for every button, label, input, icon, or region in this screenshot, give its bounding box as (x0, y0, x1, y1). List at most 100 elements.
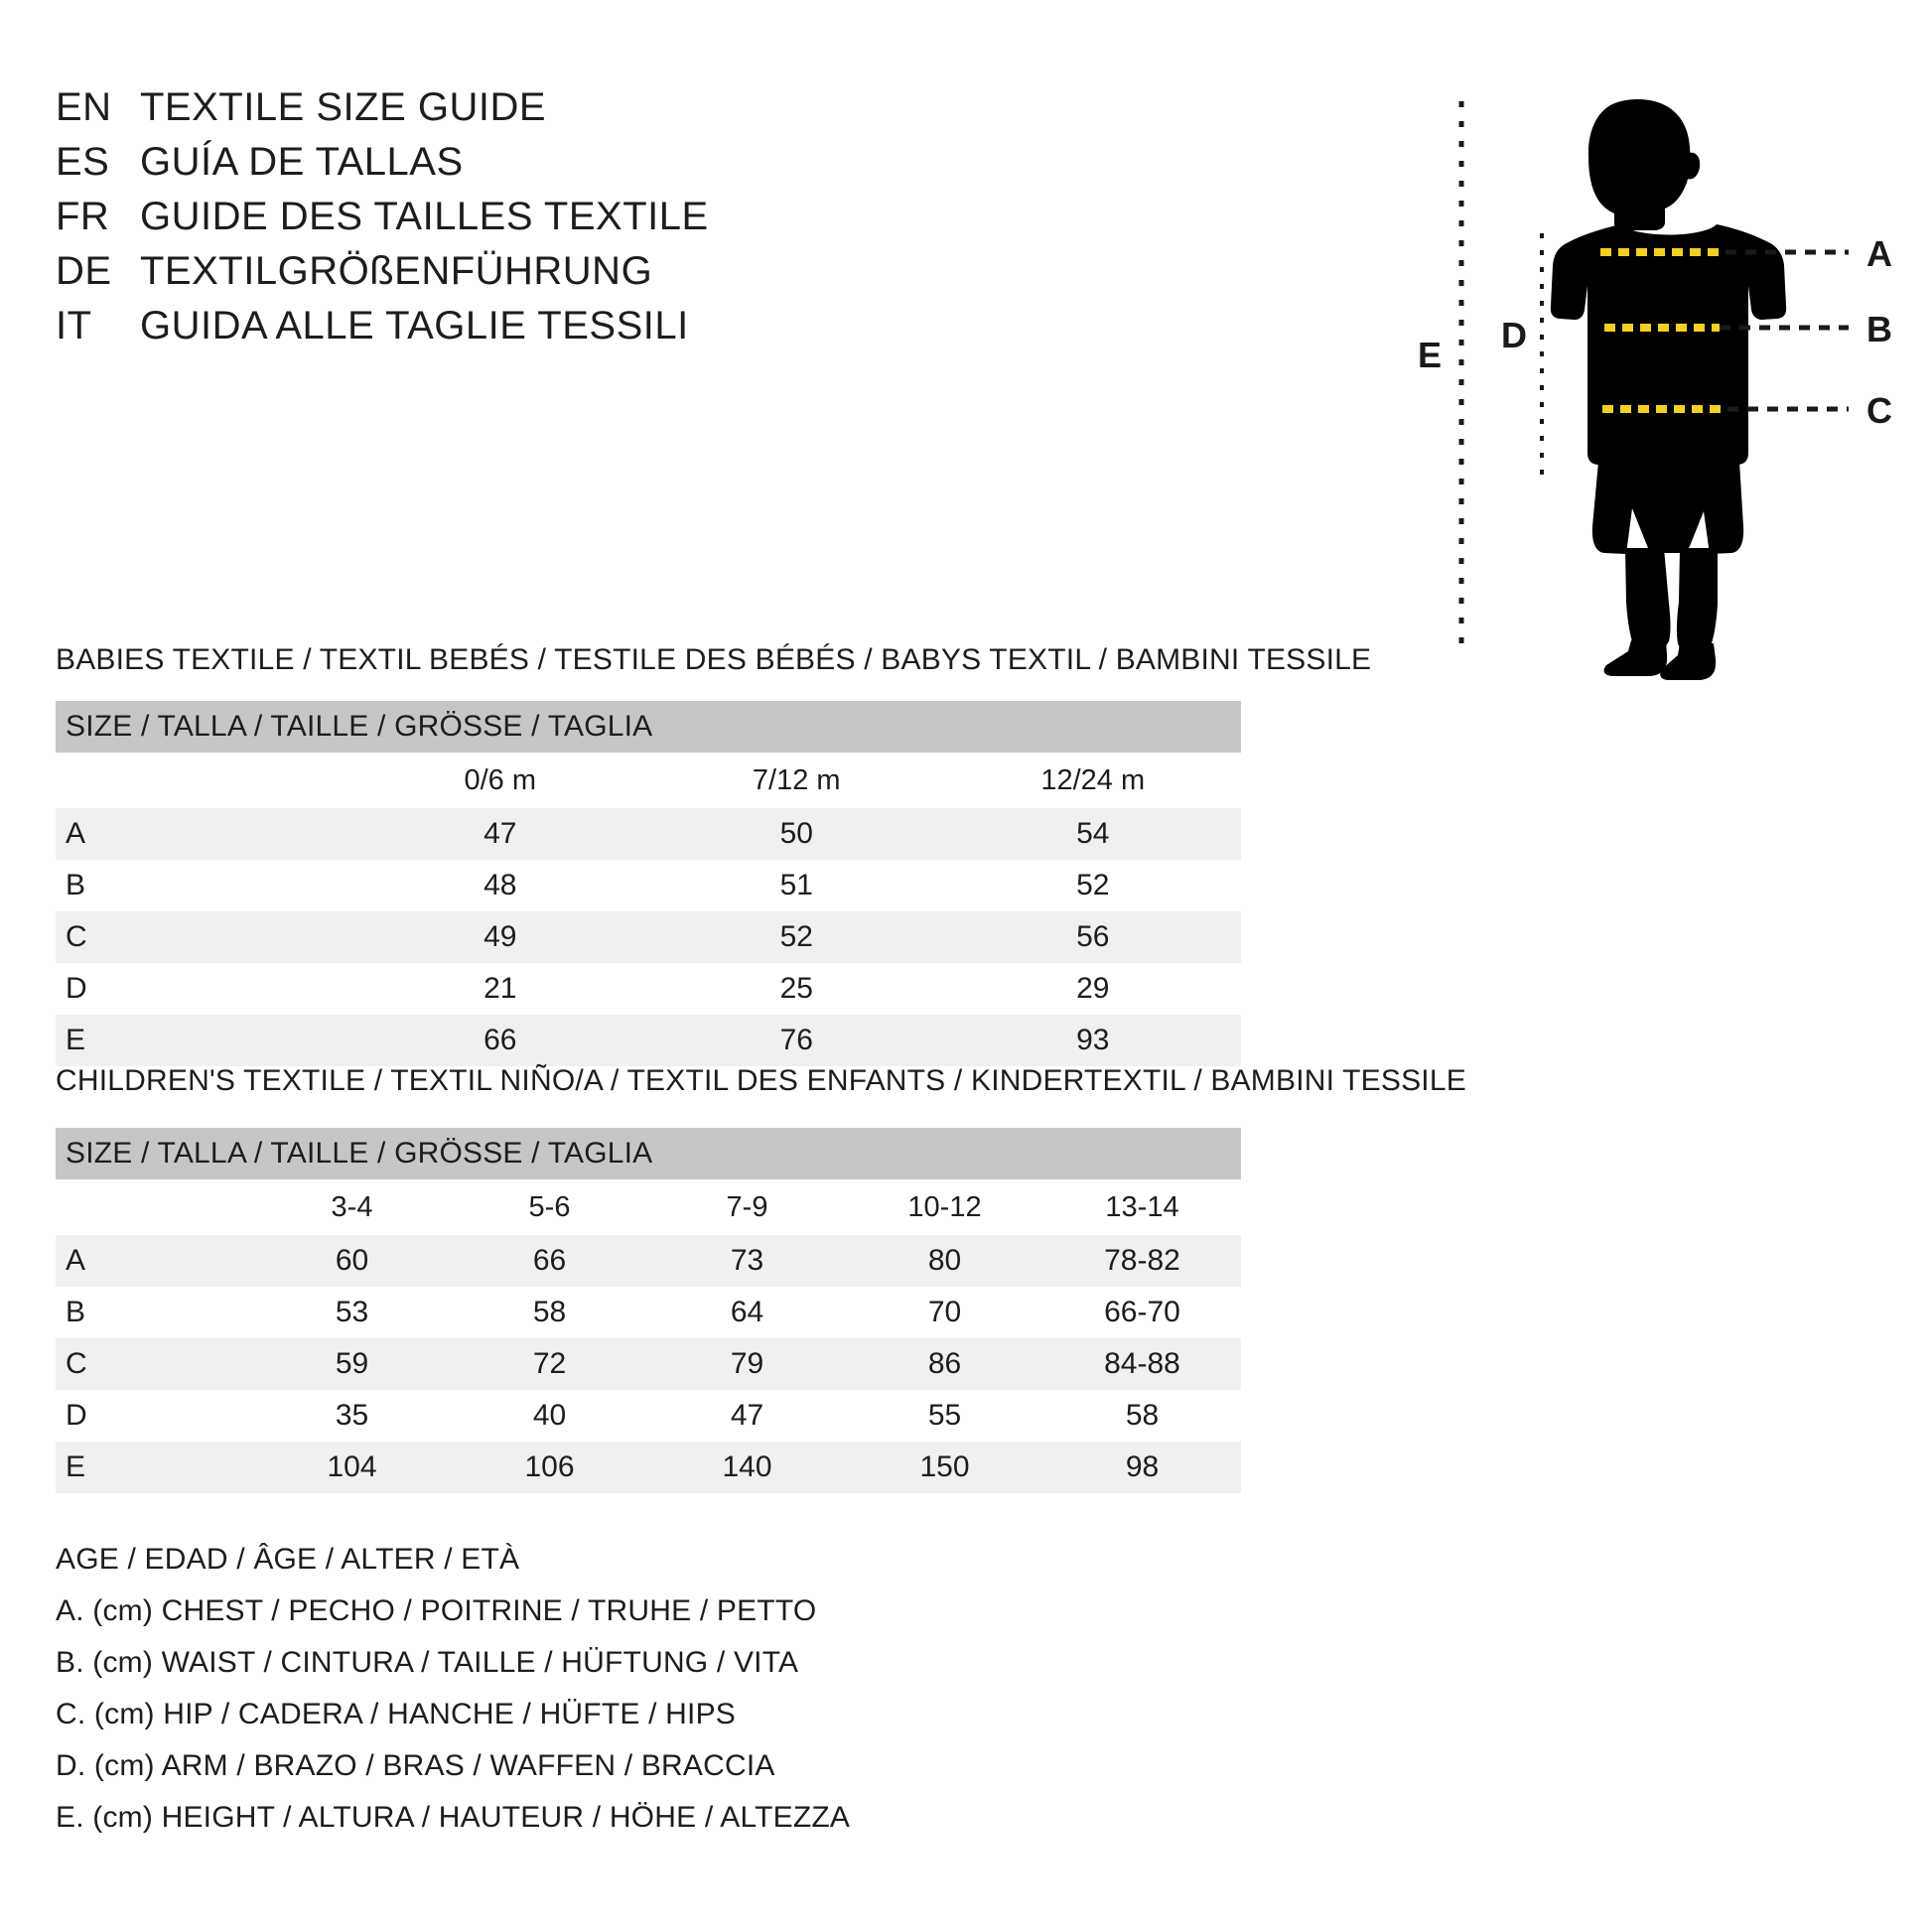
language-title: TEXTILE SIZE GUIDE (140, 85, 547, 129)
figure-label-d: D (1501, 315, 1527, 355)
children-cell: 40 (532, 1399, 567, 1432)
figure-label-c: C (1866, 390, 1892, 431)
figure-label-e: E (1418, 335, 1442, 375)
babies-column-header-row: 0/6 m 7/12 m 12/24 m (56, 753, 1241, 808)
babies-cell: 50 (648, 808, 945, 860)
babies-cell: 56 (944, 911, 1241, 963)
language-title: GUÍA DE TALLAS (140, 140, 464, 184)
babies-cell: 76 (648, 1015, 945, 1066)
babies-cell: 29 (1076, 972, 1110, 1005)
children-column-header: 3-4 (331, 1190, 373, 1223)
babies-cell: 52 (1076, 869, 1110, 901)
children-corner-cell (56, 1179, 253, 1235)
language-row-en: EN TEXTILE SIZE GUIDE (56, 85, 1346, 140)
figure-label-b: B (1866, 309, 1892, 349)
figure-label-a: A (1866, 233, 1892, 274)
legend-line-height: E. (cm) HEIGHT / ALTURA / HAUTEUR / HÖHE… (56, 1801, 851, 1834)
children-cell: 66 (451, 1235, 648, 1287)
legend-line-waist: B. (cm) WAIST / CINTURA / TAILLE / HÜFTU… (56, 1646, 799, 1679)
children-row-label: E (56, 1442, 253, 1493)
children-cell: 73 (648, 1235, 846, 1287)
children-cell: 86 (846, 1338, 1043, 1390)
children-size-header: SIZE / TALLA / TAILLE / GRÖSSE / TAGLIA (56, 1128, 1241, 1179)
table-row: A 47 50 54 (56, 808, 1241, 860)
babies-column-header: 12/24 m (1040, 763, 1146, 796)
language-code: IT (56, 304, 92, 347)
children-row-label: B (66, 1296, 86, 1328)
children-column-header: 10-12 (907, 1190, 982, 1223)
table-row: E 104 106 140 150 98 (56, 1442, 1241, 1493)
legend-line-hip: C. (cm) HIP / CADERA / HANCHE / HÜFTE / … (56, 1698, 736, 1730)
babies-cell: 52 (648, 911, 945, 963)
table-row: E 66 76 93 (56, 1015, 1241, 1066)
children-cell: 104 (253, 1442, 451, 1493)
measurement-figure: A B C D E (1390, 60, 1926, 695)
babies-column-header: 7/12 m (752, 763, 841, 796)
babies-row-label: E (56, 1015, 352, 1066)
babies-corner-cell (56, 753, 352, 808)
babies-cell: 47 (351, 808, 648, 860)
children-row-label: D (66, 1399, 87, 1432)
language-code: ES (56, 140, 110, 184)
babies-row-label: D (66, 972, 87, 1005)
table-row: C 59 72 79 86 84-88 (56, 1338, 1241, 1390)
language-header: EN TEXTILE SIZE GUIDE ES GUÍA DE TALLAS … (56, 85, 1346, 358)
children-cell: 58 (532, 1296, 567, 1328)
children-column-header: 13-14 (1105, 1190, 1179, 1223)
babies-cell: 48 (483, 869, 517, 901)
babies-cell: 21 (483, 972, 517, 1005)
children-row-label: C (56, 1338, 253, 1390)
language-row-es: ES GUÍA DE TALLAS (56, 140, 1346, 195)
language-code: EN (56, 85, 112, 129)
children-size-table: SIZE / TALLA / TAILLE / GRÖSSE / TAGLIA … (56, 1128, 1241, 1493)
table-row: D 21 25 29 (56, 963, 1241, 1015)
children-cell: 150 (846, 1442, 1043, 1493)
language-row-fr: FR GUIDE DES TAILLES TEXTILE (56, 195, 1346, 249)
children-column-header: 7-9 (726, 1190, 768, 1223)
children-cell: 106 (451, 1442, 648, 1493)
children-cell: 64 (730, 1296, 764, 1328)
children-table-header-bar: SIZE / TALLA / TAILLE / GRÖSSE / TAGLIA (56, 1128, 1241, 1179)
legend-line-chest: A. (cm) CHEST / PECHO / POITRINE / TRUHE… (56, 1594, 817, 1627)
language-row-de: DE TEXTILGRÖßENFÜHRUNG (56, 249, 1346, 304)
language-row-it: IT GUIDA ALLE TAGLIE TESSILI (56, 304, 1346, 358)
language-title: TEXTILGRÖßENFÜHRUNG (140, 249, 653, 293)
language-title: GUIDE DES TAILLES TEXTILE (140, 195, 709, 238)
table-row: A 60 66 73 80 78-82 (56, 1235, 1241, 1287)
table-row: D 35 40 47 55 58 (56, 1390, 1241, 1442)
children-cell: 84-88 (1043, 1338, 1241, 1390)
babies-cell: 54 (944, 808, 1241, 860)
babies-cell: 93 (944, 1015, 1241, 1066)
babies-row-label: B (66, 869, 86, 901)
babies-row-label: A (56, 808, 352, 860)
children-section-caption: CHILDREN'S TEXTILE / TEXTIL NIÑO/A / TEX… (56, 1064, 1466, 1097)
language-title: GUIDA ALLE TAGLIE TESSILI (140, 304, 689, 347)
babies-size-header: SIZE / TALLA / TAILLE / GRÖSSE / TAGLIA (56, 701, 1241, 753)
children-cell: 60 (253, 1235, 451, 1287)
children-cell: 35 (335, 1399, 369, 1432)
children-cell: 80 (846, 1235, 1043, 1287)
table-row: B 53 58 64 70 66-70 (56, 1287, 1241, 1338)
children-cell: 59 (253, 1338, 451, 1390)
language-code: DE (56, 249, 112, 293)
children-cell: 53 (335, 1296, 369, 1328)
children-column-header: 5-6 (528, 1190, 571, 1223)
babies-column-header: 0/6 m (464, 763, 537, 796)
babies-cell: 49 (351, 911, 648, 963)
table-row: C 49 52 56 (56, 911, 1241, 963)
babies-table-header-bar: SIZE / TALLA / TAILLE / GRÖSSE / TAGLIA (56, 701, 1241, 753)
babies-cell: 51 (779, 869, 813, 901)
legend-line-age: AGE / EDAD / ÂGE / ALTER / ETÀ (56, 1543, 520, 1576)
babies-size-table: SIZE / TALLA / TAILLE / GRÖSSE / TAGLIA … (56, 701, 1241, 1066)
babies-cell: 25 (779, 972, 813, 1005)
children-cell: 55 (927, 1399, 962, 1432)
children-cell: 66-70 (1104, 1296, 1180, 1328)
measurement-legend: AGE / EDAD / ÂGE / ALTER / ETÀ A. (cm) C… (56, 1534, 850, 1844)
children-row-label: A (56, 1235, 253, 1287)
children-cell: 47 (730, 1399, 764, 1432)
babies-cell: 66 (351, 1015, 648, 1066)
babies-section-caption: BABIES TEXTILE / TEXTIL BEBÉS / TESTILE … (56, 643, 1372, 676)
child-silhouette (1550, 99, 1787, 680)
children-column-header-row: 3-4 5-6 7-9 10-12 13-14 (56, 1179, 1241, 1235)
children-cell: 79 (648, 1338, 846, 1390)
